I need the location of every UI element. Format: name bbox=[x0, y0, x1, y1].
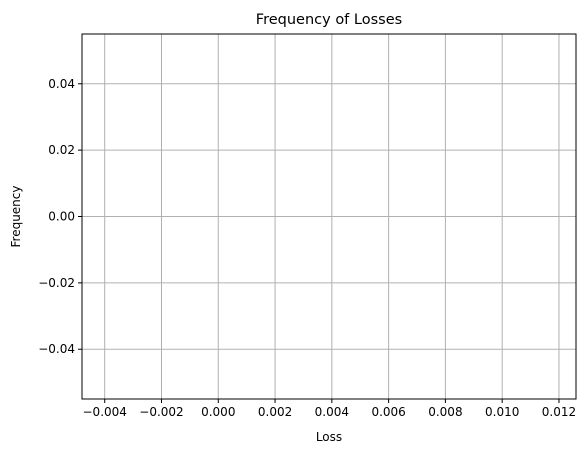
y-tick-label: −0.04 bbox=[38, 342, 75, 356]
x-tick-label: −0.004 bbox=[83, 405, 127, 419]
x-tick-label: 0.002 bbox=[258, 405, 292, 419]
y-axis-label: Frequency bbox=[9, 186, 23, 248]
x-tick-label: 0.012 bbox=[542, 405, 576, 419]
x-tick-label: 0.004 bbox=[315, 405, 349, 419]
grid bbox=[82, 34, 576, 399]
chart-title: Frequency of Losses bbox=[256, 12, 402, 28]
x-tick-label: −0.002 bbox=[139, 405, 183, 419]
y-tick-label: 0.02 bbox=[48, 143, 75, 157]
y-tick-label: 0.00 bbox=[48, 210, 75, 224]
x-tick-label: 0.008 bbox=[428, 405, 462, 419]
x-tick-label: 0.006 bbox=[371, 405, 405, 419]
x-axis: −0.004 −0.002 0.000 0.002 0.004 0.006 0.008 0.0… bbox=[83, 399, 576, 419]
y-tick-label: −0.02 bbox=[38, 276, 75, 290]
x-tick-label: 0.000 bbox=[201, 405, 235, 419]
y-axis: 0.04 0.02 0.00 −0.02 −0.04 bbox=[38, 77, 82, 356]
x-tick-label: 0.010 bbox=[485, 405, 519, 419]
x-axis-label: Loss bbox=[316, 430, 342, 444]
y-tick-label: 0.04 bbox=[48, 77, 75, 91]
